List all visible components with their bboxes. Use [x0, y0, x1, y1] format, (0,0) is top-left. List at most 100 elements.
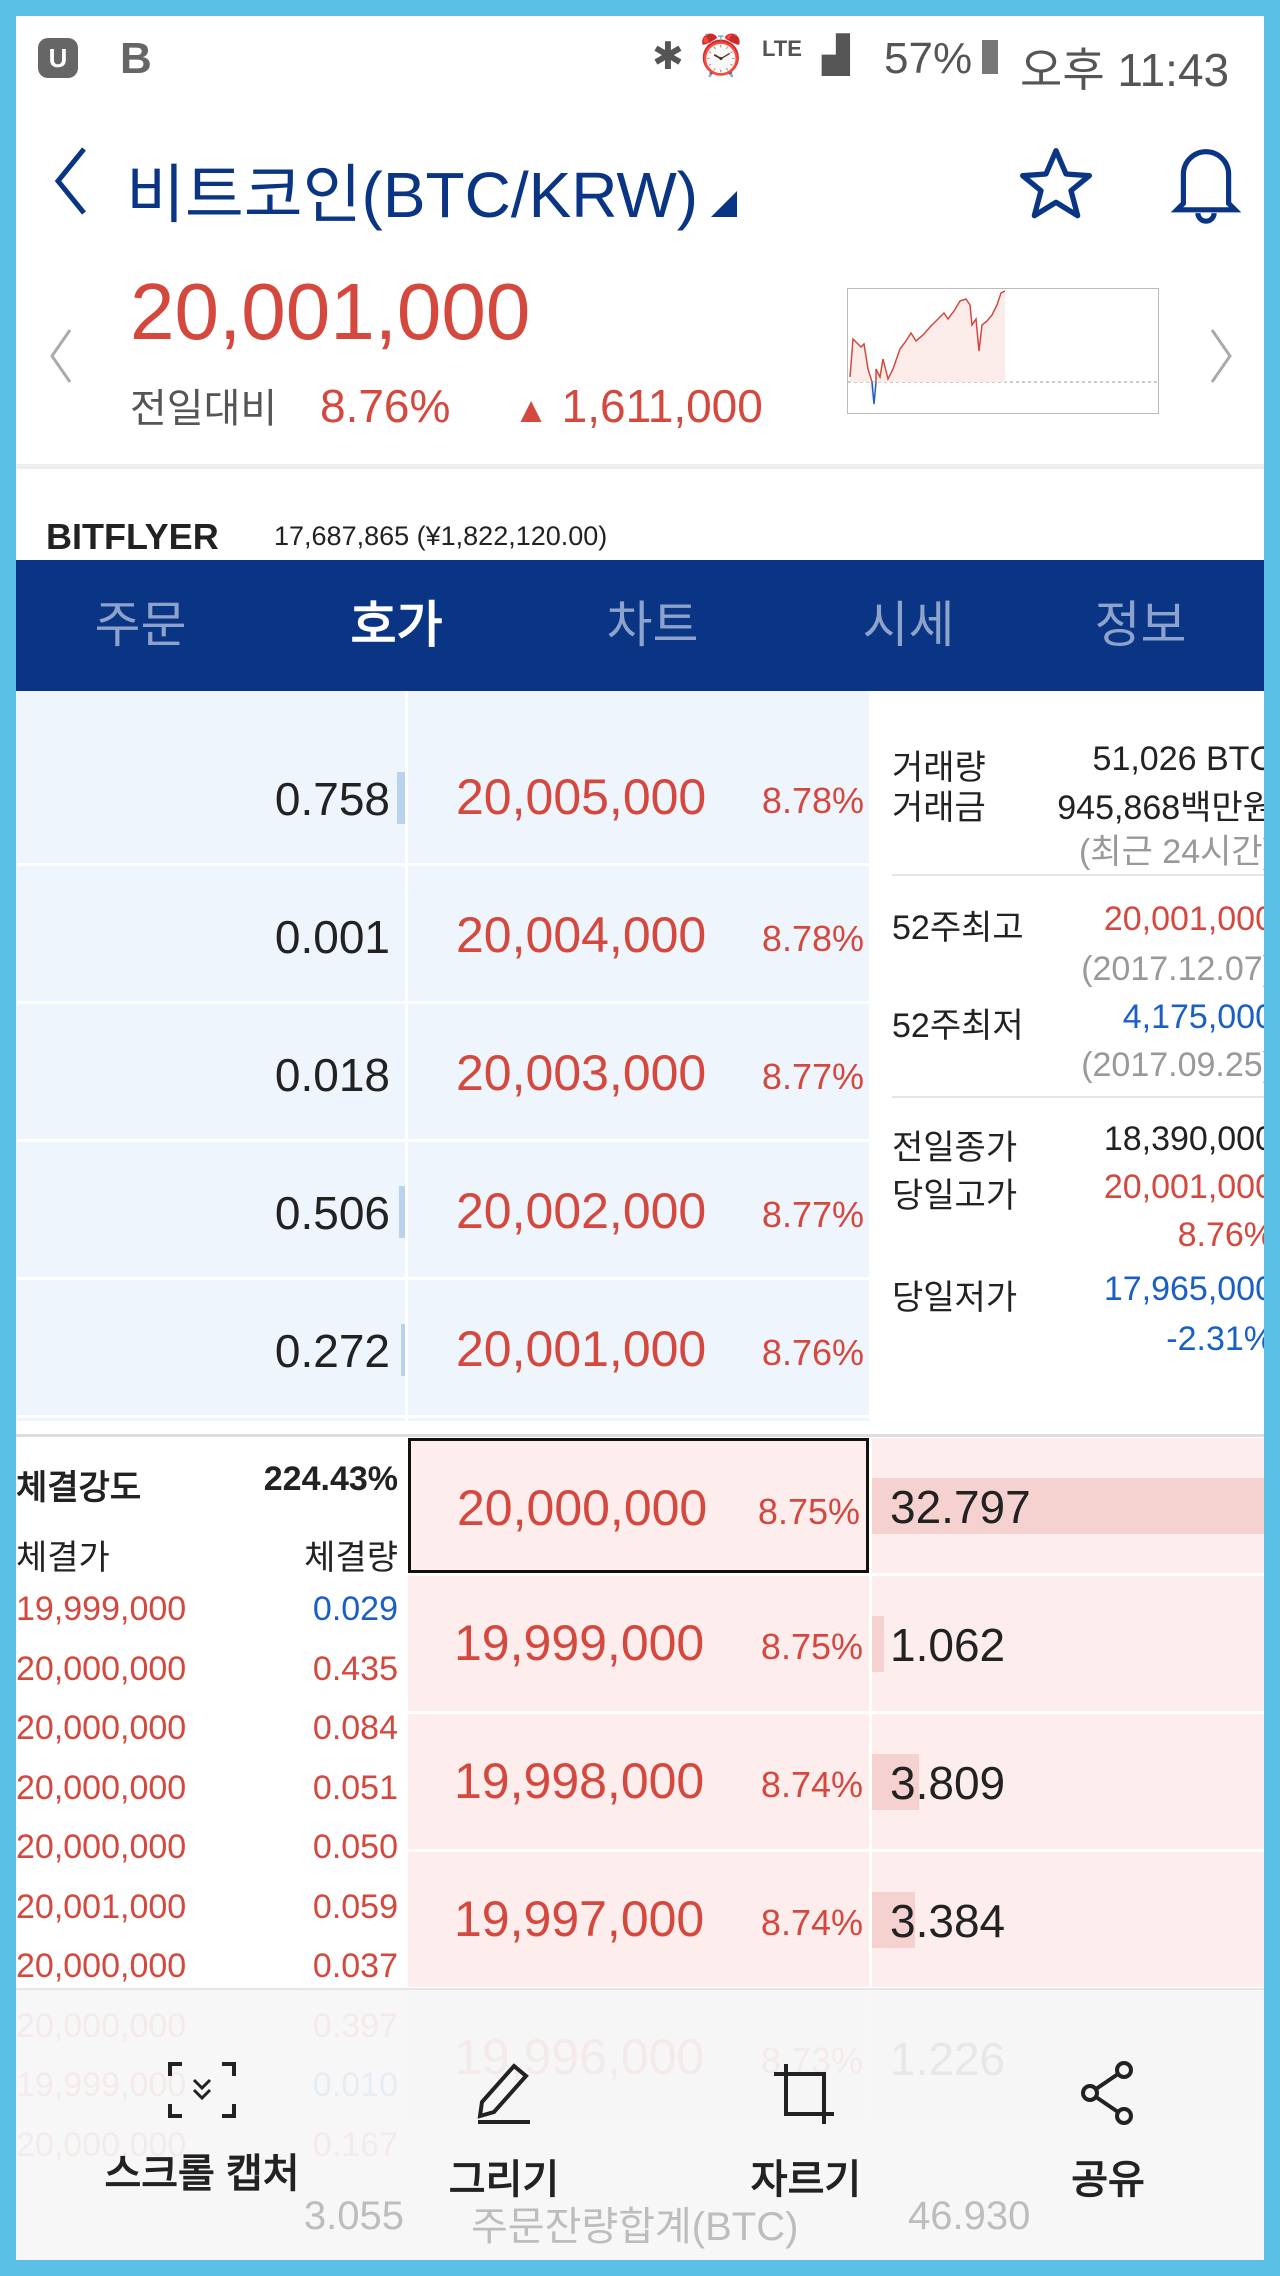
tab-orderbook[interactable]: 호가: [350, 597, 443, 653]
bid-price-cell: 19,997,000 8.74%: [408, 1852, 869, 1987]
strength-label: 체결강도: [16, 1469, 142, 1507]
exchange-name: BITFLYER: [46, 516, 219, 557]
change-row: 전일대비 8.76% ▲ 1,611,000: [130, 376, 763, 434]
market-info-panel: 거래량 51,026 BTC 거래금 945,868백만원 (최근 24시간) 52…: [892, 730, 1264, 1420]
bluetooth-icon: ✱: [652, 36, 684, 78]
day-high-percent: 8.76%: [1177, 1216, 1264, 1254]
trade-row: 20,000,000 0.051: [16, 1769, 398, 1828]
ask-price: 20,002,000: [456, 1183, 707, 1239]
ask-qty-column: [16, 691, 405, 1421]
crop-icon: [774, 2064, 834, 2124]
trade-qty: 0.029: [312, 1590, 398, 1628]
alert-button[interactable]: [1166, 142, 1246, 231]
trade-qty-header: 체결량: [304, 1539, 398, 1577]
prev-coin-button[interactable]: [46, 326, 76, 391]
battery-percent: 57%: [884, 34, 973, 83]
tab-quotes[interactable]: 시세: [862, 597, 955, 653]
bid-qty-cell: 3.809: [872, 1714, 1264, 1849]
bid-row[interactable]: 19,999,000 8.75% 1.062: [408, 1576, 1264, 1714]
bid-qty-cell: 1.062: [872, 1576, 1264, 1711]
bid-price-cell: 19,999,000 8.75%: [408, 1576, 869, 1711]
chevron-left-icon: [54, 147, 86, 215]
next-coin-button[interactable]: [1206, 326, 1236, 391]
bid-qty-bar: [872, 1754, 920, 1810]
amount-value: 945,868백만원: [1057, 789, 1264, 827]
network-label: LTE: [762, 36, 802, 61]
screenshot-toolbar: 스크롤 캡처 그리기 자르기 공유: [16, 1988, 1264, 2260]
amount-label: 거래금: [892, 789, 986, 827]
spread-divider: [16, 1434, 1264, 1437]
share-label: 공유: [1071, 2158, 1145, 2202]
tab-order[interactable]: 주문: [94, 597, 187, 653]
clock: 오후 11:43: [1020, 44, 1230, 96]
ask-price-column: [408, 691, 869, 1421]
trade-row: 20,001,000 0.059: [16, 1888, 398, 1947]
ask-qty-bar: [397, 772, 405, 824]
draw-label: 그리기: [448, 2158, 560, 2202]
low52-value: 4,175,000: [1122, 998, 1264, 1036]
ask-total: 3.055: [303, 2194, 404, 2238]
bid-row[interactable]: 19,997,000 8.74% 3.384: [408, 1852, 1264, 1990]
back-button[interactable]: [46, 141, 96, 221]
column-gap: [405, 868, 408, 1006]
summary-row: 3.055 주문잔량합계(BTC) 46.930: [16, 2194, 1264, 2254]
ask-row[interactable]: 0.001 20,004,000 8.78%: [16, 868, 872, 1006]
compare-label: 전일대비: [130, 387, 278, 431]
day-low-value: 17,965,000: [1103, 1270, 1264, 1308]
chevron-left-icon: [50, 329, 72, 383]
chevron-right-icon: [1210, 329, 1232, 383]
bid-total: 46.930: [908, 2194, 1031, 2238]
bid-price: 19,999,000: [454, 1615, 705, 1671]
ask-price: 20,003,000: [456, 1045, 707, 1101]
low52-date: (2017.09.25): [1081, 1046, 1264, 1084]
current-price: 20,001,000: [130, 267, 531, 356]
day-low-label: 당일저가: [892, 1279, 1018, 1317]
column-gap: [405, 730, 408, 868]
ask-row[interactable]: 0.758 20,005,000 8.78%: [16, 730, 872, 868]
trade-qty: 0.051: [312, 1768, 398, 1807]
bid-row[interactable]: 19,998,000 8.74% 3.809: [408, 1714, 1264, 1852]
coin-selector[interactable]: 비트코인(BTC/KRW): [126, 144, 737, 231]
scroll-capture-label: 스크롤 캡처: [104, 2152, 300, 2196]
section-divider: [16, 464, 1264, 469]
ask-qty-bar: [401, 1324, 405, 1376]
ask-price: 20,004,000: [456, 907, 707, 963]
up-triangle-icon: ▲: [513, 389, 549, 430]
trade-price-header: 체결가: [16, 1539, 110, 1577]
volume-label: 거래량: [892, 749, 986, 787]
column-gap: [405, 1144, 408, 1282]
pencil-icon: [477, 2063, 530, 2124]
ask-qty: 0.758: [274, 773, 390, 825]
day-low-percent: -2.31%: [1166, 1320, 1264, 1358]
bid-price: 19,998,000: [454, 1753, 705, 1809]
status-bar: U B ✱ ⏰ LTE ▟ 57% 오후 11:43: [16, 16, 1264, 126]
ask-qty: 0.506: [274, 1187, 390, 1239]
ask-row[interactable]: 0.506 20,002,000 8.77%: [16, 1144, 872, 1282]
prev-close-value: 18,390,000: [1103, 1120, 1264, 1158]
favorite-button[interactable]: [1016, 144, 1096, 229]
tab-info[interactable]: 정보: [1094, 597, 1187, 653]
crop-button[interactable]: 자르기: [650, 1990, 962, 2202]
trade-price: 20,000,000: [16, 1768, 187, 1807]
tab-chart[interactable]: 차트: [606, 597, 699, 653]
scroll-capture-button[interactable]: 스크롤 캡처: [46, 1990, 358, 2196]
bid-price: 19,997,000: [454, 1891, 705, 1947]
ask-row[interactable]: 0.018 20,003,000 8.77%: [16, 1006, 872, 1144]
bid-percent: 8.75%: [757, 1491, 860, 1532]
sparkline-chart[interactable]: [847, 288, 1159, 414]
volume-value: 51,026 BTC: [1092, 740, 1264, 778]
draw-button[interactable]: 그리기: [348, 1990, 660, 2202]
exchange-price: 17,687,865 (¥1,822,120.00): [274, 521, 608, 551]
ask-row[interactable]: 0.272 20,001,000 8.76%: [16, 1282, 872, 1420]
share-icon: [1081, 2061, 1133, 2125]
high52-label: 52주최고: [892, 909, 1024, 947]
bid-qty: 32.797: [890, 1481, 1031, 1533]
bid-row-current[interactable]: 20,000,000 8.75% 32.797: [408, 1438, 1264, 1576]
ask-price: 20,005,000: [456, 769, 707, 825]
low52-label: 52주최저: [892, 1007, 1024, 1045]
trade-row: 20,000,000 0.435: [16, 1650, 398, 1709]
share-button[interactable]: 공유: [952, 1990, 1264, 2202]
period-note: (최근 24시간): [1078, 833, 1264, 871]
bid-qty-cell: 3.384: [872, 1852, 1264, 1987]
bid-qty: 3.809: [890, 1757, 1006, 1809]
